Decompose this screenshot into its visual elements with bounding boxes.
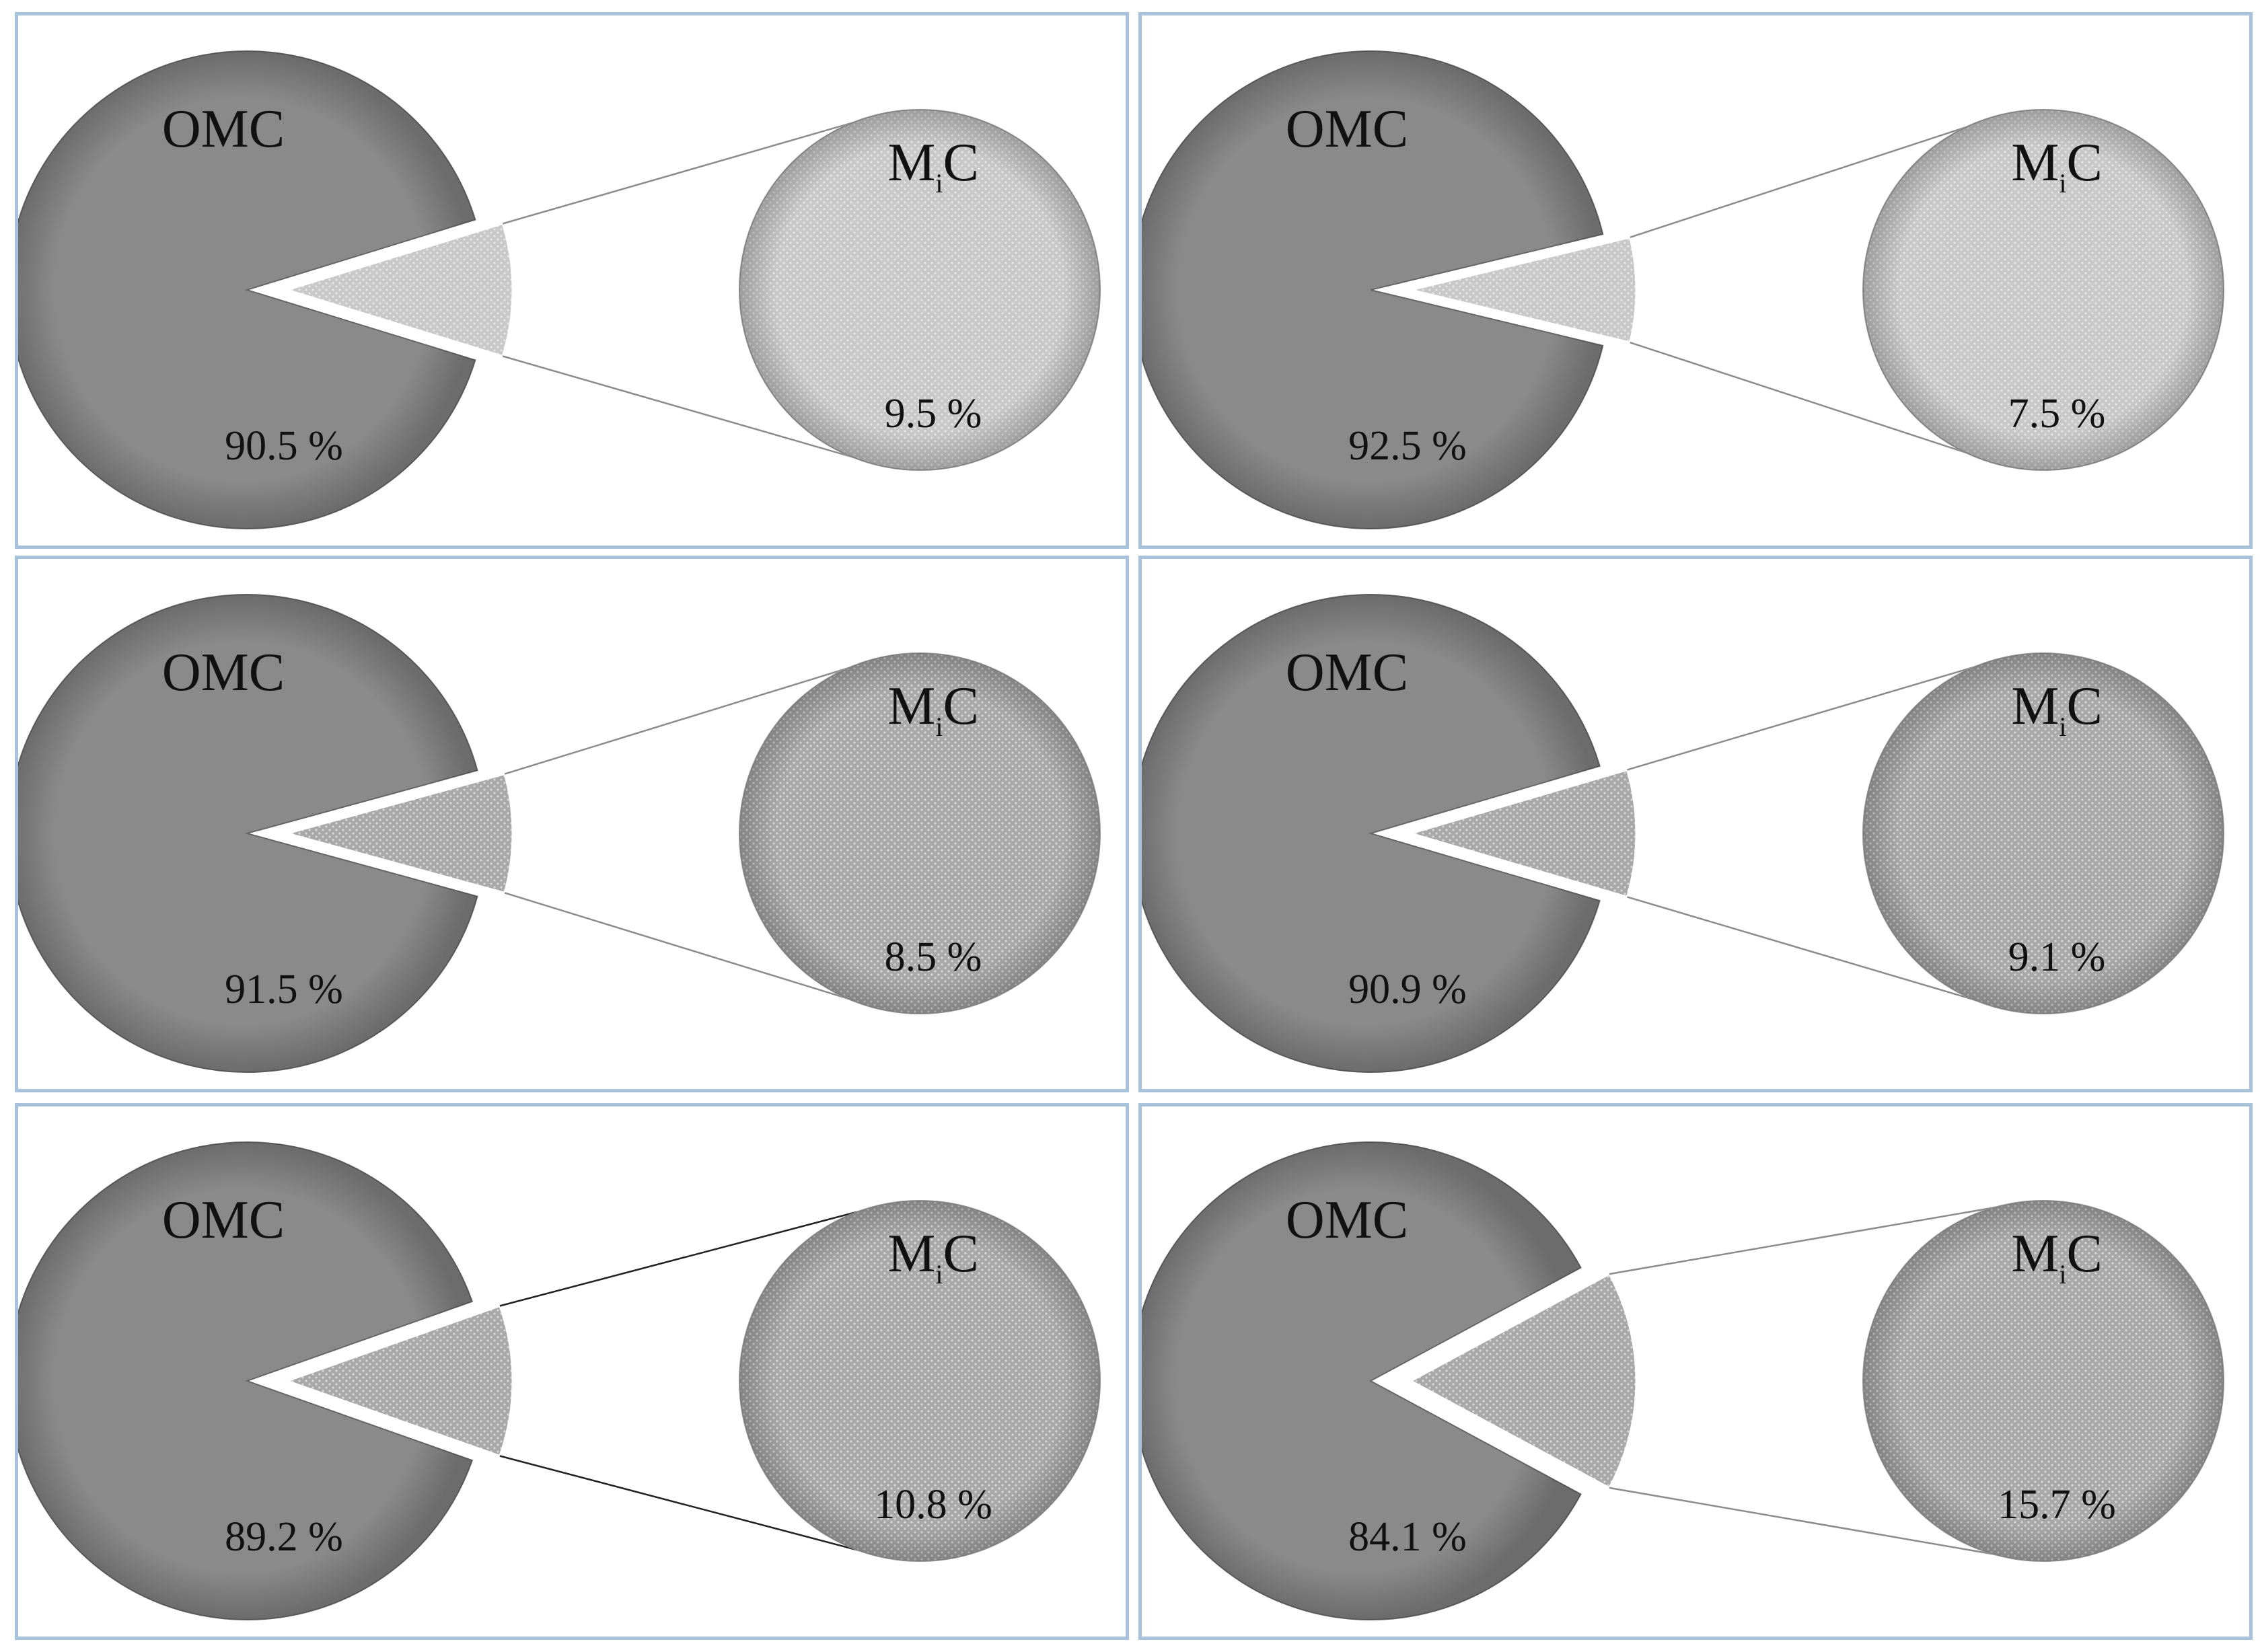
omc-value-label: 90.5 % [225,423,343,469]
connector-line-top [502,114,880,225]
omc-label: OMC [1286,1191,1408,1250]
connector-line-bottom [499,1455,880,1557]
omc-value-label: 92.5 % [1348,423,1467,469]
connector-line-bottom [504,892,880,1010]
mic-value-label: 10.8 % [874,1482,992,1528]
connector-line-top [1609,1205,2004,1275]
omc-value-label: 90.9 % [1348,967,1467,1012]
chart-panel-5: OMC 89.2 % MiC 10.8 % [15,1103,1129,1640]
pie-chart-svg: OMC 89.2 % MiC 10.8 % [18,1141,1101,1620]
connector-line-top [1627,657,2004,771]
mic-slice [1408,1273,1638,1489]
mic-label: MiC [2011,133,2103,198]
pie-chart-svg: OMC 91.5 % MiC 8.5 % [18,594,1101,1073]
pie-chart-svg: OMC 84.1 % MiC 15.7 % [1142,1141,2224,1620]
omc-label: OMC [1286,643,1408,702]
chart-panel-6: OMC 84.1 % MiC 15.7 % [1138,1103,2253,1640]
pie-chart-svg: OMC 92.5 % MiC 7.5 % [1142,50,2224,529]
omc-label: OMC [1286,100,1408,159]
mic-label: MiC [2011,1224,2103,1289]
omc-value-label: 91.5 % [225,967,343,1012]
mic-value-label: 15.7 % [1998,1482,2116,1528]
mic-slice [1407,768,1638,899]
pie-chart-svg: OMC 90.5 % MiC 9.5 % [18,50,1101,529]
chart-panel-3: OMC 91.5 % MiC 8.5 % [15,556,1129,1092]
connector-line-bottom [1609,1487,2004,1557]
omc-value-label: 84.1 % [1348,1514,1467,1560]
mic-label: MiC [887,677,979,742]
chart-panel-1: OMC 90.5 % MiC 9.5 % [15,12,1129,549]
omc-label: OMC [162,643,285,702]
chart-panel-4: OMC 90.9 % MiC 9.1 % [1138,556,2253,1092]
connector-line-top [1630,114,2004,238]
mic-label: MiC [2011,677,2103,742]
connector-line-bottom [1630,342,2004,466]
mic-value-label: 8.5 % [885,934,982,980]
connector-line-bottom [1627,896,2004,1010]
omc-label: OMC [162,100,285,159]
connector-line-top [499,1205,880,1307]
chart-panel-2: OMC 92.5 % MiC 7.5 % [1138,12,2253,549]
connector-line-top [504,657,880,775]
connector-line-bottom [502,355,880,466]
mic-slice [283,222,514,358]
mic-slice [1410,235,1638,344]
pie-chart-svg: OMC 90.9 % MiC 9.1 % [1142,594,2224,1073]
mic-value-label: 9.5 % [885,391,982,437]
omc-value-label: 89.2 % [225,1514,343,1560]
mic-label: MiC [887,1224,979,1289]
mic-label: MiC [887,133,979,198]
mic-slice [283,772,514,895]
mic-slice [284,1304,514,1458]
mic-value-label: 9.1 % [2008,934,2106,980]
omc-label: OMC [162,1191,285,1250]
mic-value-label: 7.5 % [2008,391,2106,437]
